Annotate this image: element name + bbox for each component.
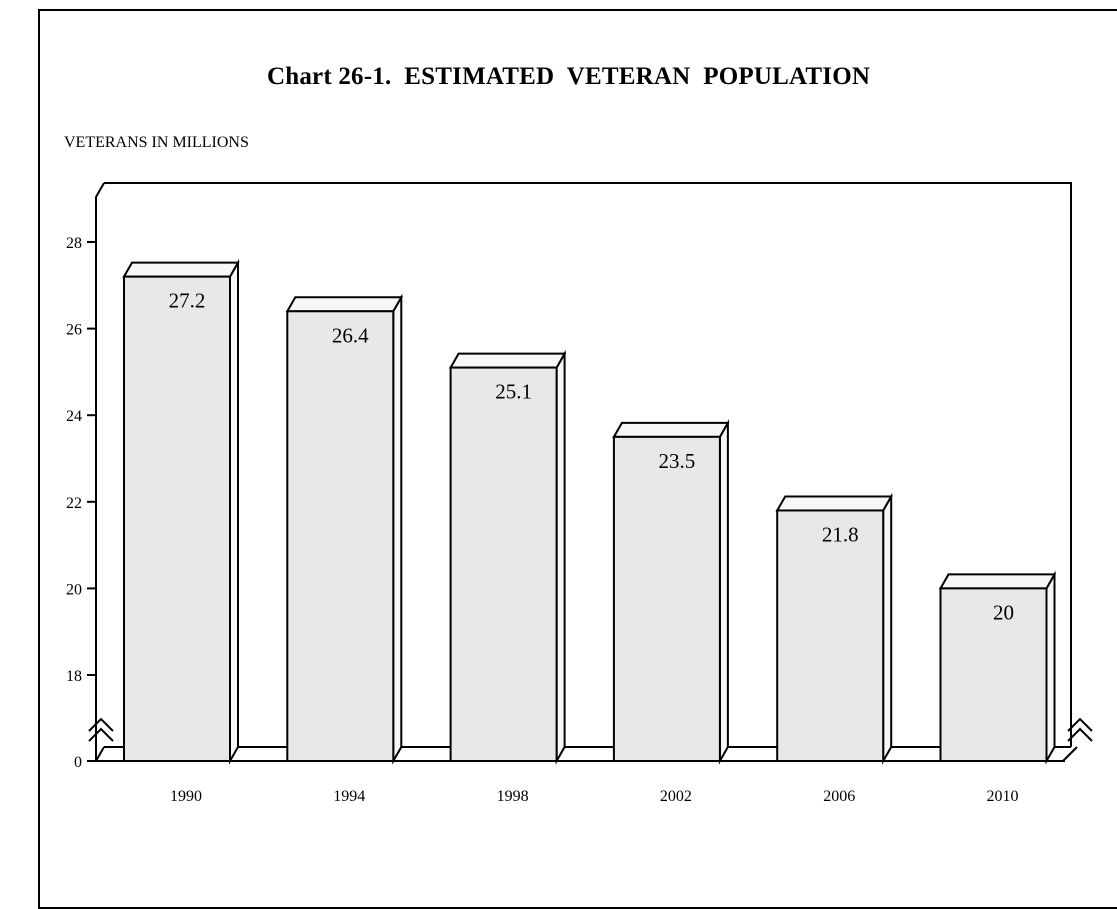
plot-floor-right-edge bbox=[1062, 746, 1078, 762]
floor-left-edge bbox=[95, 746, 105, 762]
axis-break-right bbox=[1067, 717, 1093, 732]
bar-top bbox=[122, 261, 240, 278]
y-axis-line bbox=[95, 182, 105, 761]
bar bbox=[938, 570, 1057, 765]
bar-top bbox=[775, 495, 893, 512]
x-tick-label: 1990 bbox=[170, 788, 202, 805]
bar-front bbox=[123, 275, 231, 762]
axis-break-left bbox=[88, 717, 114, 732]
y-tick-label: 0 bbox=[74, 754, 82, 771]
bar-top bbox=[285, 296, 404, 313]
bar-front bbox=[776, 509, 885, 762]
bar-top bbox=[612, 421, 730, 438]
bar-top bbox=[938, 573, 1057, 590]
bar-value-label: 21.8 bbox=[822, 522, 859, 546]
y-tick-label: 26 bbox=[66, 322, 82, 339]
y-tick-label: 18 bbox=[66, 668, 82, 685]
bar-value-label: 26.4 bbox=[332, 323, 369, 347]
bar-top bbox=[448, 352, 567, 369]
chart-title: Chart 26-1. ESTIMATED VETERAN POPULATION bbox=[267, 63, 871, 90]
x-tick-label: 2006 bbox=[823, 788, 855, 805]
axis-break-right bbox=[1067, 727, 1093, 742]
bar-value-label: 20 bbox=[993, 600, 1014, 624]
bar-value-label: 27.2 bbox=[169, 289, 206, 313]
bar-side bbox=[555, 349, 566, 765]
x-tick-label: 2010 bbox=[987, 788, 1019, 805]
bar-front bbox=[612, 435, 721, 762]
bar bbox=[448, 349, 567, 765]
x-tick-label: 1994 bbox=[333, 788, 365, 805]
axis-break-left bbox=[88, 727, 114, 742]
y-tick-label: 22 bbox=[66, 495, 82, 512]
plot-back-frame bbox=[104, 182, 1072, 747]
bar bbox=[612, 419, 730, 765]
bar-front bbox=[286, 310, 395, 762]
bar-front bbox=[939, 587, 1048, 763]
y-tick-label: 24 bbox=[66, 408, 82, 425]
bar-value-label: 25.1 bbox=[495, 380, 532, 404]
bar-value-label: 23.5 bbox=[659, 449, 696, 473]
bar-side bbox=[718, 419, 729, 765]
bar bbox=[122, 258, 240, 765]
bar-front bbox=[449, 366, 558, 762]
bar-side bbox=[229, 258, 239, 765]
x-tick-label: 1998 bbox=[497, 788, 529, 805]
bar-chart-plot: 0 18 20 22 24 26 28 27.2 1990 26.4 1994 25.1 1998 23.… bbox=[66, 182, 1093, 805]
bar bbox=[775, 492, 893, 765]
bar-side bbox=[1045, 570, 1056, 765]
bar-side bbox=[392, 293, 403, 765]
y-axis-title: VETERANS IN MILLIONS bbox=[64, 134, 249, 151]
bar bbox=[285, 293, 404, 765]
bar-side bbox=[882, 492, 893, 765]
y-tick-label: 20 bbox=[66, 581, 82, 598]
x-tick-label: 2002 bbox=[660, 788, 692, 805]
y-tick-label: 28 bbox=[66, 235, 82, 252]
